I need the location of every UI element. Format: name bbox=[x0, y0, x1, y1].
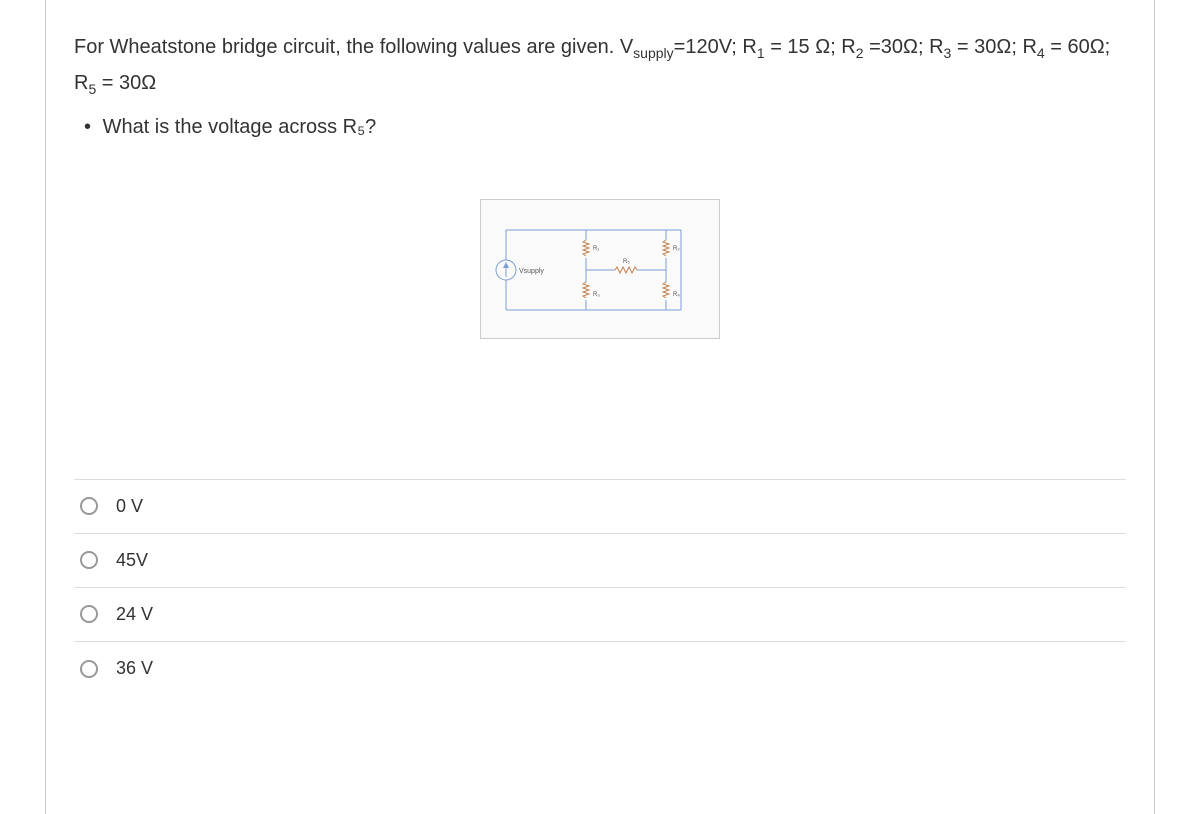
option-1[interactable]: 45V bbox=[74, 534, 1126, 588]
option-3[interactable]: 36 V bbox=[74, 642, 1126, 696]
qtext-5-sub: 4 bbox=[1037, 45, 1045, 61]
qtext-4: =30Ω; R bbox=[864, 36, 944, 58]
option-label: 45V bbox=[116, 550, 148, 571]
qtext-3-sub: 2 bbox=[856, 45, 864, 61]
qtext-2-sub: 1 bbox=[757, 45, 765, 61]
option-label: 36 V bbox=[116, 658, 153, 679]
circuit-diagram-wrap: Vsupply R₁ R₃ bbox=[74, 199, 1126, 339]
option-0[interactable]: 0 V bbox=[74, 480, 1126, 534]
resistor-r5: R₅ bbox=[615, 259, 637, 273]
qtext-1-sub: supply bbox=[633, 45, 673, 61]
resistor-r2: R₂ bbox=[663, 240, 680, 258]
qtext-7: = 30Ω bbox=[96, 72, 156, 94]
option-label: 0 V bbox=[116, 496, 143, 517]
qtext-3: = 15 Ω; R bbox=[765, 36, 856, 58]
svg-text:R₅: R₅ bbox=[623, 259, 630, 265]
svg-text:R₂: R₂ bbox=[673, 246, 680, 252]
svg-text:R₄: R₄ bbox=[673, 292, 680, 298]
svg-text:Vsupply: Vsupply bbox=[519, 268, 544, 275]
qtext-2: =120V; R bbox=[674, 36, 757, 58]
qtext-1: For Wheatstone bridge circuit, the follo… bbox=[74, 36, 633, 58]
radio-icon bbox=[80, 551, 98, 569]
radio-icon bbox=[80, 605, 98, 623]
answer-options: 0 V 45V 24 V 36 V bbox=[74, 479, 1126, 696]
option-label: 24 V bbox=[116, 604, 153, 625]
resistor-r1: R₁ bbox=[583, 240, 599, 258]
question-container: For Wheatstone bridge circuit, the follo… bbox=[45, 0, 1155, 814]
option-2[interactable]: 24 V bbox=[74, 588, 1126, 642]
svg-text:R₁: R₁ bbox=[593, 246, 599, 252]
resistor-r3: R₃ bbox=[583, 282, 600, 300]
svg-text:R₃: R₃ bbox=[593, 292, 600, 298]
qtext-5: = 30Ω; R bbox=[951, 36, 1037, 58]
question-bullet: What is the voltage across R₅? bbox=[74, 116, 1126, 139]
circuit-svg: Vsupply R₁ R₃ bbox=[481, 200, 721, 340]
radio-icon bbox=[80, 497, 98, 515]
resistor-r4: R₄ bbox=[663, 282, 680, 300]
circuit-diagram: Vsupply R₁ R₃ bbox=[480, 199, 720, 339]
question-stem: For Wheatstone bridge circuit, the follo… bbox=[74, 30, 1126, 102]
radio-icon bbox=[80, 660, 98, 678]
